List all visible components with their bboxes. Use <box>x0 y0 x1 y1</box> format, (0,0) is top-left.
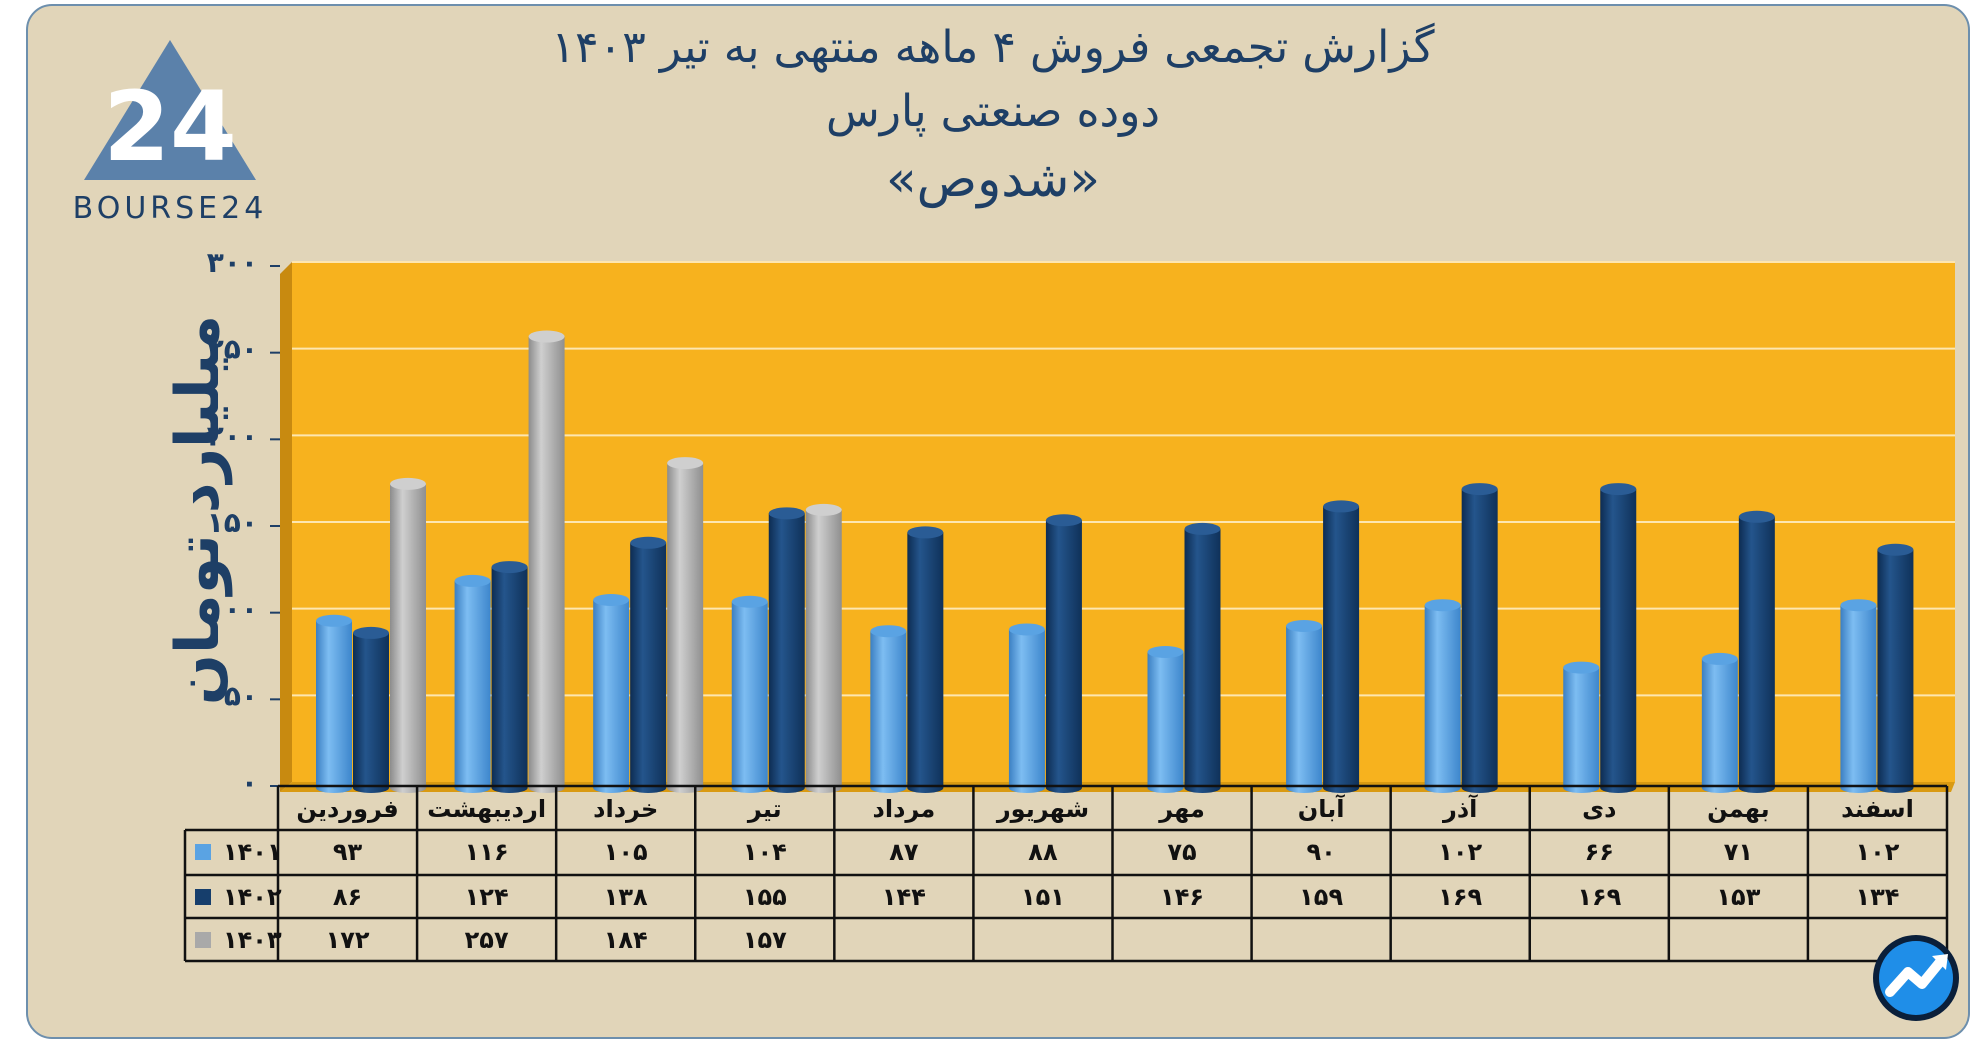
svg-text:24: 24 <box>103 71 237 183</box>
table-value-cell: ۱۵۱ <box>1021 883 1065 911</box>
chart-title: گزارش تجمعی فروش ۴ ماهه منتهی به تیر ۱۴۰… <box>551 22 1435 73</box>
bar <box>1424 599 1461 793</box>
bar <box>1461 483 1498 793</box>
y-tick-label: ۰ <box>241 766 258 799</box>
y-tick-label: ۲۵۰ <box>207 333 258 366</box>
bar <box>907 526 944 793</box>
bar <box>1840 599 1877 793</box>
x-tick-label: خرداد <box>593 795 658 823</box>
bar <box>1045 514 1082 793</box>
bar <box>353 626 389 793</box>
table-value-cell: ۱۵۳ <box>1716 883 1760 911</box>
y-tick-label: ۱۵۰ <box>207 506 258 539</box>
table-value-cell: ۹۰ <box>1306 838 1335 866</box>
bar <box>731 595 768 793</box>
bar <box>390 477 426 793</box>
x-tick-label: آذر <box>1442 794 1478 823</box>
table-value-cell: ۷۵ <box>1167 838 1196 866</box>
table-value-cell: ۱۶۹ <box>1577 883 1621 911</box>
x-tick-label: بهمن <box>1707 795 1770 823</box>
table-value-cell: ۱۵۵ <box>743 883 787 911</box>
table-value-cell: ۱۰۲ <box>1855 838 1899 866</box>
svg-text:BOURSE24: BOURSE24 <box>73 191 268 225</box>
y-tick-label: ۱۰۰ <box>207 593 258 626</box>
legend-series-name: ۱۴۰۳ <box>223 926 282 954</box>
table-value-cell: ۱۰۲ <box>1438 838 1482 866</box>
x-tick-label: فروردین <box>296 795 398 823</box>
table-value-cell: ۱۵۹ <box>1299 883 1343 911</box>
bar <box>1008 623 1045 793</box>
bar <box>667 457 704 793</box>
bar <box>1147 646 1184 793</box>
table-value-cell: ۱۲۴ <box>465 883 509 911</box>
y-tick-label: ۳۰۰ <box>207 246 258 279</box>
bar <box>1600 483 1637 793</box>
table-value-cell: ۱۸۴ <box>604 926 648 954</box>
table-value-cell: ۱۴۶ <box>1160 883 1204 911</box>
bar <box>630 536 667 793</box>
ticker-symbol: «شدوص» <box>886 150 1100 208</box>
table-value-cell: ۱۰۵ <box>604 838 648 866</box>
table-value-cell: ۸۶ <box>333 883 362 911</box>
bar <box>1877 543 1914 793</box>
x-tick-label: اسفند <box>1841 795 1914 823</box>
legend-swatch <box>195 932 211 948</box>
x-tick-label: شهریور <box>996 795 1089 823</box>
bar <box>1184 522 1221 793</box>
table-value-cell: ۱۵۷ <box>743 926 787 954</box>
y-tick-label: ۵۰ <box>224 679 258 712</box>
company-name: دوده صنعتی پارس <box>826 86 1160 137</box>
bar <box>593 594 630 793</box>
bar <box>454 574 491 793</box>
bar <box>316 614 352 793</box>
trend-logo-icon <box>1873 935 1959 1021</box>
bar <box>528 330 565 793</box>
x-tick-label: آبان <box>1298 794 1346 823</box>
bar <box>768 507 805 793</box>
table-value-cell: ۱۴۴ <box>882 883 926 911</box>
table-value-cell: ۶۶ <box>1585 838 1614 866</box>
table-value-cell: ۷۱ <box>1724 838 1753 866</box>
x-tick-label: مرداد <box>873 795 936 823</box>
bar <box>1738 510 1775 793</box>
bar <box>1563 661 1600 793</box>
bar <box>870 625 907 793</box>
table-value-cell: ۸۷ <box>889 838 919 866</box>
bar <box>1323 500 1360 793</box>
x-tick-label: تیر <box>747 795 782 823</box>
table-value-cell: ۲۵۷ <box>465 926 509 954</box>
plot-side-wall <box>280 262 292 792</box>
table-value-cell: ۱۰۴ <box>743 838 787 866</box>
legend-series-name: ۱۴۰۱ <box>223 838 282 866</box>
bar <box>1701 652 1738 793</box>
table-value-cell: ۱۳۴ <box>1855 883 1899 911</box>
table-value-cell: ۱۷۲ <box>326 926 370 954</box>
x-tick-label: اردیبهشت <box>427 795 546 823</box>
table-value-cell: ۸۸ <box>1028 838 1058 866</box>
bar <box>1286 620 1323 793</box>
legend-series-name: ۱۴۰۲ <box>223 883 282 911</box>
x-tick-label: مهر <box>1158 795 1205 823</box>
bar <box>805 503 842 793</box>
bourse24-logo: 24 BOURSE24 <box>73 40 268 225</box>
table-value-cell: ۱۳۸ <box>604 883 648 911</box>
legend-swatch <box>195 889 211 905</box>
x-tick-label: دی <box>1582 795 1616 823</box>
bar <box>491 561 528 793</box>
y-tick-label: ۲۰۰ <box>207 419 258 452</box>
table-value-cell: ۹۳ <box>333 838 363 866</box>
table-value-cell: ۱۶۹ <box>1438 883 1482 911</box>
table-value-cell: ۱۱۶ <box>465 838 509 866</box>
legend-swatch <box>195 844 211 860</box>
